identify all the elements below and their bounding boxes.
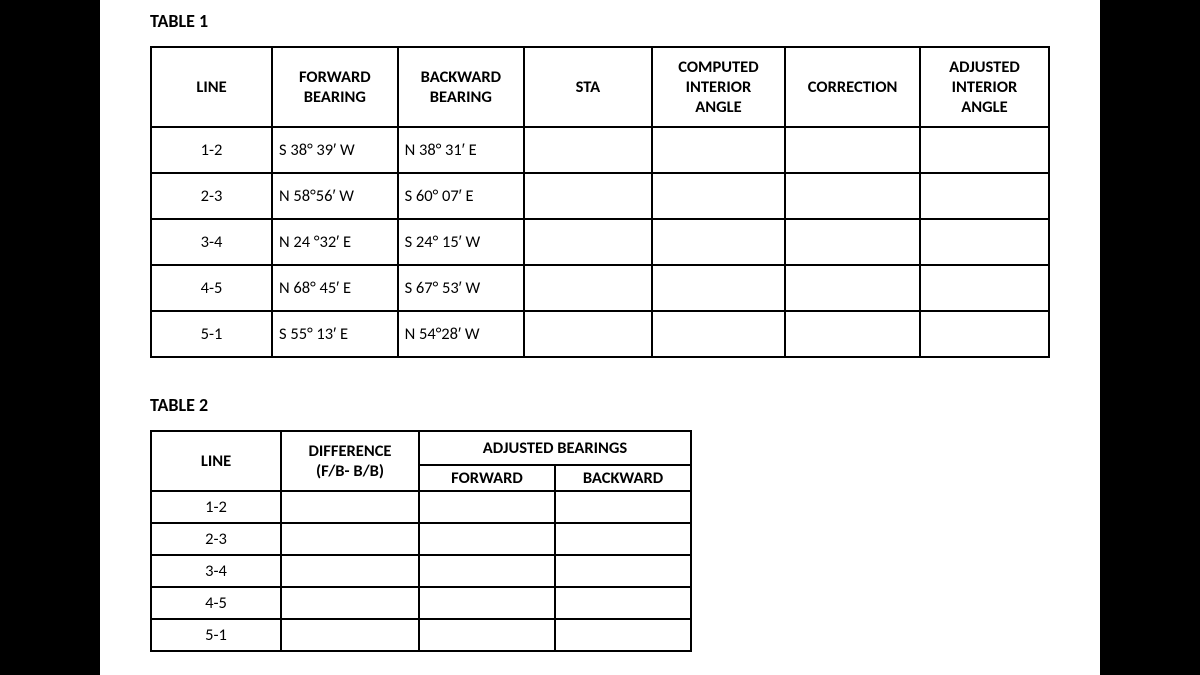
cell-adj-bwd — [555, 619, 691, 651]
cell-bwd: N 38° 31′ E — [398, 127, 525, 173]
cell-line: 5-1 — [151, 619, 281, 651]
cell-sta — [524, 311, 652, 357]
cell-adj-bwd — [555, 523, 691, 555]
cell-adj — [920, 173, 1049, 219]
cell-diff — [281, 555, 419, 587]
table2-col-backward: BACKWARD — [555, 465, 691, 491]
cell-adj-fwd — [419, 619, 555, 651]
table1-col-line: LINE — [151, 47, 272, 127]
cell-line: 3-4 — [151, 219, 272, 265]
cell-sta — [524, 265, 652, 311]
cell-sta — [524, 127, 652, 173]
table2-col-line: LINE — [151, 431, 281, 491]
cell-fwd: S 38° 39′ W — [272, 127, 398, 173]
cell-adj-fwd — [419, 587, 555, 619]
table1-col-computed: COMPUTEDINTERIORANGLE — [652, 47, 786, 127]
cell-corr — [785, 219, 920, 265]
cell-line: 3-4 — [151, 555, 281, 587]
cell-diff — [281, 619, 419, 651]
cell-adj-fwd — [419, 491, 555, 523]
cell-adj — [920, 311, 1049, 357]
table2-col-difference: DIFFERENCE(F/B- B/B) — [281, 431, 419, 491]
cell-comp — [652, 311, 786, 357]
table2-row: 4-5 — [151, 587, 691, 619]
cell-fwd: N 58°56′ W — [272, 173, 398, 219]
cell-diff — [281, 587, 419, 619]
cell-corr — [785, 265, 920, 311]
table1-row: 1-2 S 38° 39′ W N 38° 31′ E — [151, 127, 1049, 173]
cell-fwd: N 68° 45′ E — [272, 265, 398, 311]
table1-col-backward: BACKWARDBEARING — [398, 47, 525, 127]
table2-title: TABLE 2 — [150, 394, 1050, 416]
table2-row: 5-1 — [151, 619, 691, 651]
cell-corr — [785, 173, 920, 219]
cell-corr — [785, 127, 920, 173]
cell-diff — [281, 491, 419, 523]
table1-col-adjusted: ADJUSTEDINTERIORANGLE — [920, 47, 1049, 127]
table1-title: TABLE 1 — [150, 10, 1050, 32]
table2-header-row-1: LINE DIFFERENCE(F/B- B/B) ADJUSTED BEARI… — [151, 431, 691, 465]
table1-row: 4-5 N 68° 45′ E S 67° 53′ W — [151, 265, 1049, 311]
table1-row: 3-4 N 24 °32′ E S 24° 15′ W — [151, 219, 1049, 265]
cell-comp — [652, 173, 786, 219]
cell-line: 5-1 — [151, 311, 272, 357]
cell-bwd: S 67° 53′ W — [398, 265, 525, 311]
cell-corr — [785, 311, 920, 357]
page: TABLE 1 LINE FORWARDBEARING BACKWARDBEAR… — [100, 0, 1100, 675]
cell-sta — [524, 219, 652, 265]
table2-row: 2-3 — [151, 523, 691, 555]
cell-fwd: S 55° 13′ E — [272, 311, 398, 357]
cell-line: 4-5 — [151, 587, 281, 619]
table2-row: 3-4 — [151, 555, 691, 587]
cell-line: 4-5 — [151, 265, 272, 311]
cell-adj — [920, 127, 1049, 173]
cell-comp — [652, 219, 786, 265]
table1-row: 2-3 N 58°56′ W S 60° 07′ E — [151, 173, 1049, 219]
cell-fwd: N 24 °32′ E — [272, 219, 398, 265]
cell-sta — [524, 173, 652, 219]
table2-col-forward: FORWARD — [419, 465, 555, 491]
cell-comp — [652, 127, 786, 173]
cell-diff — [281, 523, 419, 555]
page-content: TABLE 1 LINE FORWARDBEARING BACKWARDBEAR… — [150, 10, 1050, 652]
table1-col-forward: FORWARDBEARING — [272, 47, 398, 127]
table1-header-row: LINE FORWARDBEARING BACKWARDBEARING STA … — [151, 47, 1049, 127]
cell-adj-bwd — [555, 555, 691, 587]
table1-row: 5-1 S 55° 13′ E N 54°28′ W — [151, 311, 1049, 357]
table1-col-correction: CORRECTION — [785, 47, 920, 127]
cell-line: 1-2 — [151, 491, 281, 523]
cell-adj — [920, 265, 1049, 311]
cell-adj-fwd — [419, 555, 555, 587]
cell-adj-bwd — [555, 587, 691, 619]
cell-line: 1-2 — [151, 127, 272, 173]
table2: LINE DIFFERENCE(F/B- B/B) ADJUSTED BEARI… — [150, 430, 692, 652]
table2-row: 1-2 — [151, 491, 691, 523]
cell-adj-bwd — [555, 491, 691, 523]
spacer — [150, 358, 1050, 394]
table1-col-sta: STA — [524, 47, 652, 127]
table1: LINE FORWARDBEARING BACKWARDBEARING STA … — [150, 46, 1050, 358]
table2-col-adjusted-span: ADJUSTED BEARINGS — [419, 431, 691, 465]
cell-line: 2-3 — [151, 523, 281, 555]
cell-bwd: N 54°28′ W — [398, 311, 525, 357]
cell-bwd: S 24° 15′ W — [398, 219, 525, 265]
cell-adj — [920, 219, 1049, 265]
cell-adj-fwd — [419, 523, 555, 555]
cell-comp — [652, 265, 786, 311]
cell-line: 2-3 — [151, 173, 272, 219]
cell-bwd: S 60° 07′ E — [398, 173, 525, 219]
